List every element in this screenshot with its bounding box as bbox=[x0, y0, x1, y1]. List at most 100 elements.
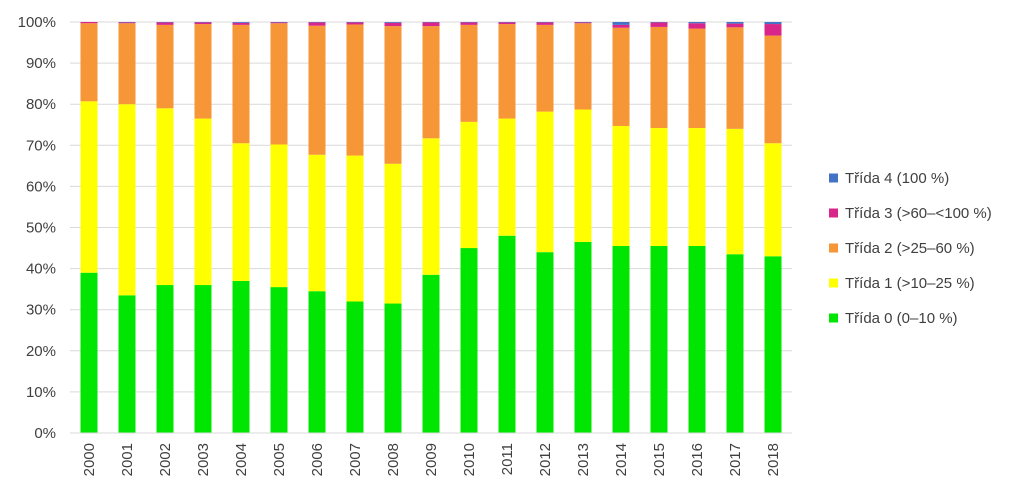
bar-segment-class-3 bbox=[612, 24, 630, 28]
bar-stack-2012 bbox=[536, 22, 554, 433]
legend-item: Třída 4 (100 %) bbox=[829, 170, 949, 187]
bar-segment-class-1 bbox=[688, 128, 706, 246]
bar-stack-2017 bbox=[726, 22, 744, 433]
x-tick-label: 2017 bbox=[727, 443, 744, 476]
bar-segment-class-0 bbox=[384, 303, 402, 433]
bar-stack-2015 bbox=[650, 22, 668, 433]
bar-stacks bbox=[80, 22, 782, 433]
bar-segment-class-3 bbox=[688, 23, 706, 29]
bar-stack-2004 bbox=[232, 22, 250, 433]
legend-item: Třída 0 (0–10 %) bbox=[829, 310, 958, 327]
bar-stack-2002 bbox=[156, 22, 174, 433]
legend-swatch bbox=[829, 173, 838, 183]
legend-swatch bbox=[829, 243, 838, 253]
x-tick-label: 2014 bbox=[613, 443, 630, 476]
bar-segment-class-3 bbox=[536, 22, 554, 25]
bar-segment-class-3 bbox=[118, 22, 136, 24]
x-tick-label: 2000 bbox=[81, 443, 98, 476]
bar-segment-class-1 bbox=[156, 108, 174, 286]
bar-segment-class-4 bbox=[764, 22, 782, 25]
bar-segment-class-0 bbox=[80, 272, 98, 433]
bar-segment-class-3 bbox=[460, 22, 478, 25]
bar-segment-class-1 bbox=[270, 144, 288, 288]
bar-segment-class-1 bbox=[764, 143, 782, 257]
y-tick-label: 90% bbox=[26, 55, 56, 72]
bar-segment-class-3 bbox=[308, 22, 326, 26]
x-tick-label: 2011 bbox=[499, 443, 516, 475]
bar-segment-class-0 bbox=[422, 274, 440, 433]
bar-segment-class-1 bbox=[308, 154, 326, 292]
legend-swatch bbox=[829, 278, 838, 288]
x-tick-label: 2015 bbox=[651, 443, 668, 476]
bar-segment-class-0 bbox=[574, 241, 592, 433]
bar-segment-class-3 bbox=[232, 22, 250, 25]
bar-stack-2008 bbox=[384, 22, 402, 433]
bar-stack-2005 bbox=[270, 22, 288, 433]
bar-segment-class-1 bbox=[726, 128, 744, 255]
bar-segment-class-4 bbox=[612, 22, 630, 25]
x-tick-label: 2010 bbox=[461, 443, 478, 476]
bar-segment-class-2 bbox=[536, 24, 554, 112]
x-tick-label: 2009 bbox=[423, 443, 440, 476]
bar-segment-class-0 bbox=[232, 280, 250, 433]
bar-stack-2009 bbox=[422, 22, 440, 433]
legend-item: Třída 1 (>10–25 %) bbox=[829, 275, 975, 292]
bar-segment-class-2 bbox=[270, 23, 288, 145]
bar-segment-class-0 bbox=[346, 301, 364, 433]
bar-segment-class-2 bbox=[460, 24, 478, 122]
x-tick-label: 2006 bbox=[309, 443, 326, 476]
bar-segment-class-0 bbox=[308, 291, 326, 433]
legend-label: Třída 2 (>25–60 %) bbox=[845, 240, 975, 257]
y-tick-label: 20% bbox=[26, 343, 56, 360]
bar-segment-class-4 bbox=[726, 22, 744, 24]
bar-segment-class-2 bbox=[346, 24, 364, 156]
bar-segment-class-3 bbox=[574, 22, 592, 24]
bar-segment-class-4 bbox=[232, 22, 250, 23]
bar-stack-2013 bbox=[574, 22, 592, 433]
bar-segment-class-1 bbox=[232, 143, 250, 281]
x-tick-label: 2013 bbox=[575, 443, 592, 476]
bar-segment-class-3 bbox=[726, 23, 744, 28]
x-tick-label: 2018 bbox=[765, 443, 782, 476]
bar-segment-class-0 bbox=[498, 235, 516, 433]
bar-stack-2018 bbox=[764, 22, 782, 433]
bar-segment-class-1 bbox=[194, 118, 212, 286]
x-tick-label: 2004 bbox=[233, 443, 250, 476]
bar-segment-class-4 bbox=[384, 22, 402, 23]
bar-segment-class-2 bbox=[726, 27, 744, 129]
x-tick-label: 2012 bbox=[537, 443, 554, 476]
bar-segment-class-2 bbox=[156, 24, 174, 109]
bar-segment-class-3 bbox=[346, 22, 364, 25]
x-tick-label: 2001 bbox=[119, 443, 136, 476]
bar-segment-class-2 bbox=[498, 24, 516, 119]
bar-segment-class-0 bbox=[118, 295, 136, 433]
x-tick-label: 2016 bbox=[689, 443, 706, 476]
bar-segment-class-0 bbox=[650, 245, 668, 433]
bar-stack-2014 bbox=[612, 22, 630, 433]
y-tick-label: 60% bbox=[26, 178, 56, 195]
bar-segment-class-2 bbox=[118, 23, 136, 105]
legend: Třída 4 (100 %) Třída 3 (>60–<100 %) Třída… bbox=[829, 170, 992, 327]
bar-stack-2001 bbox=[118, 22, 136, 433]
bar-segment-class-2 bbox=[574, 23, 592, 110]
bar-segment-class-2 bbox=[384, 26, 402, 164]
bar-segment-class-2 bbox=[80, 23, 98, 102]
legend-label: Třída 1 (>10–25 %) bbox=[845, 275, 975, 292]
legend-item: Třída 3 (>60–<100 %) bbox=[829, 205, 992, 222]
bar-stack-2016 bbox=[688, 22, 706, 433]
bar-segment-class-3 bbox=[156, 22, 174, 25]
bar-segment-class-1 bbox=[118, 104, 136, 296]
bar-segment-class-0 bbox=[688, 245, 706, 433]
x-tick-label: 2002 bbox=[157, 443, 174, 476]
bar-segment-class-1 bbox=[574, 109, 592, 242]
bar-segment-class-1 bbox=[460, 121, 478, 249]
x-tick-label: 2005 bbox=[271, 443, 288, 476]
bar-segment-class-3 bbox=[384, 22, 402, 27]
bar-segment-class-0 bbox=[156, 285, 174, 433]
x-tick-label: 2003 bbox=[195, 443, 212, 476]
x-tick-label: 2008 bbox=[385, 443, 402, 476]
bar-segment-class-0 bbox=[612, 245, 630, 433]
bar-segment-class-2 bbox=[194, 24, 212, 119]
